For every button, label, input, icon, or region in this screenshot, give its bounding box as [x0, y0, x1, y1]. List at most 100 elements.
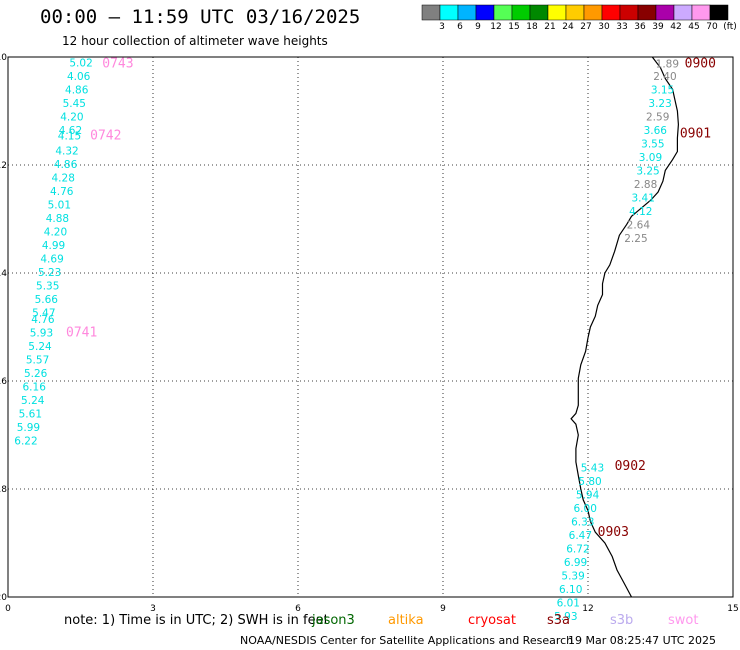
- pass-id-label: 0742: [90, 128, 121, 143]
- color-scale-swatch: [511, 4, 531, 21]
- footer-timestamp: 19 Mar 08:25:47 UTC 2025: [568, 634, 716, 647]
- swh-value: 4.20: [44, 226, 67, 238]
- color-scale-swatch: [637, 4, 657, 21]
- swh-value: 5.01: [48, 199, 71, 211]
- satellite-legend-item: altika: [388, 613, 424, 628]
- color-scale-label: 45: [688, 22, 700, 32]
- color-scale-swatch: [709, 4, 729, 21]
- swh-value: 6.47: [569, 530, 592, 542]
- swh-value: 4.69: [40, 253, 63, 265]
- swh-value: 1.89: [656, 58, 679, 70]
- map-border: [7, 56, 734, 598]
- color-scale-label: 39: [652, 22, 664, 32]
- axis-ticks: 0 3 6 9 12 15 -10 -12 -14 -16 -18 -20: [0, 53, 739, 614]
- x-tick-label: 3: [150, 604, 156, 614]
- x-tick-label: 15: [727, 604, 738, 614]
- pass-id-label: 0901: [680, 127, 711, 142]
- swh-value: 3.15: [651, 84, 674, 96]
- x-tick-label: 12: [582, 604, 593, 614]
- color-scale-label: 18: [526, 22, 538, 32]
- swh-value: 2.59: [646, 111, 669, 123]
- color-scale-swatch: [673, 4, 693, 21]
- swh-value: 2.64: [627, 219, 651, 231]
- swh-value: 3.66: [644, 125, 668, 137]
- color-scale-swatch: [547, 4, 567, 21]
- color-scale-swatch: [691, 4, 711, 21]
- satellite-legend-item: cryosat: [468, 613, 516, 628]
- map-frame: [7, 56, 734, 598]
- color-scale-label: 36: [634, 22, 646, 32]
- pass-id-label: 0903: [598, 525, 629, 540]
- swh-value: 5.99: [17, 422, 40, 434]
- color-scale-label: 9: [475, 22, 481, 32]
- y-tick-label: -18: [0, 485, 7, 495]
- swh-value: 4.06: [67, 71, 91, 83]
- swh-value: 5.24: [28, 341, 52, 353]
- x-tick-label: 9: [440, 604, 446, 614]
- satellite-legend-item: swot: [668, 613, 699, 628]
- swh-value: 4.32: [55, 145, 78, 157]
- swh-value: 5.23: [38, 267, 61, 279]
- coastline: [570, 56, 680, 598]
- page-subtitle: 12 hour collection of altimeter wave hei…: [62, 34, 328, 48]
- color-scale-swatch: [421, 4, 441, 21]
- swh-value: 4.20: [60, 111, 83, 123]
- color-scale-label: 33: [616, 22, 628, 32]
- swh-value: 5.57: [26, 354, 49, 366]
- y-tick-label: -10: [0, 53, 7, 63]
- color-scale-label: 12: [490, 22, 502, 32]
- swh-value: 5.45: [63, 98, 86, 110]
- footer-note: note: 1) Time is in UTC; 2) SWH is in fe…: [64, 613, 329, 628]
- color-scale-swatch: [493, 4, 513, 21]
- swh-value: 6.99: [564, 557, 587, 569]
- swh-value: 5.61: [19, 408, 42, 420]
- y-tick-label: -14: [0, 269, 7, 279]
- color-scale-label: 70: [706, 22, 718, 32]
- swh-value: 3.41: [632, 192, 655, 204]
- swh-value: 6.16: [23, 381, 47, 393]
- swh-value: 6.00: [574, 503, 597, 515]
- color-scale-label: 27: [580, 22, 592, 32]
- swh-value: 4.76: [50, 186, 74, 198]
- color-scale-swatch: [655, 4, 675, 21]
- swh-value: 4.76: [31, 314, 55, 326]
- color-scale-swatch: [439, 4, 459, 21]
- color-scale-label: 42: [670, 22, 682, 32]
- color-scale-unit: (ft): [723, 22, 737, 32]
- x-tick-label: 0: [5, 604, 11, 614]
- swh-value: 5.35: [36, 280, 59, 292]
- swh-value: 4.62: [59, 125, 82, 137]
- swh-value: 4.28: [52, 172, 75, 184]
- swh-value: 2.88: [634, 179, 657, 191]
- pass-labels: 0743 0742 0741 0900 0901 0902 0903: [66, 56, 716, 540]
- pass-id-label: 0743: [102, 56, 133, 71]
- y-tick-label: -12: [0, 161, 7, 171]
- satellite-legend-item: jason3: [312, 613, 355, 628]
- swh-value: 4.86: [65, 84, 89, 96]
- swh-value: 5.94: [576, 489, 600, 501]
- color-scale-label: 30: [598, 22, 610, 32]
- swh-value: 6.33: [571, 516, 594, 528]
- satellite-legend-item: s3b: [610, 613, 634, 628]
- swh-value: 4.12: [629, 206, 652, 218]
- swh-labels: 5.024.064.865.454.204.624.154.324.864.28…: [14, 57, 679, 623]
- swh-value: 2.40: [653, 71, 676, 83]
- swh-value: 5.43: [581, 462, 604, 474]
- map-grid: [8, 57, 733, 597]
- swh-value: 5.66: [35, 294, 59, 306]
- pass-id-label: 0900: [685, 56, 716, 71]
- pass-id-label: 0741: [66, 325, 97, 340]
- footer-credit: NOAA/NESDIS Center for Satellite Applica…: [240, 634, 574, 647]
- y-tick-label: -16: [0, 377, 7, 387]
- color-scale-label: 24: [562, 22, 574, 32]
- color-scale-label: 6: [457, 22, 463, 32]
- satellite-legend-item: s3a: [547, 613, 571, 628]
- color-scale-swatch: [565, 4, 585, 21]
- swh-value: 5.26: [24, 368, 48, 380]
- color-scale-swatch: [583, 4, 603, 21]
- pass-id-label: 0902: [615, 459, 646, 474]
- swh-value: 3.55: [641, 138, 664, 150]
- swh-value: 4.88: [46, 213, 69, 225]
- swh-value: 4.15: [58, 130, 81, 142]
